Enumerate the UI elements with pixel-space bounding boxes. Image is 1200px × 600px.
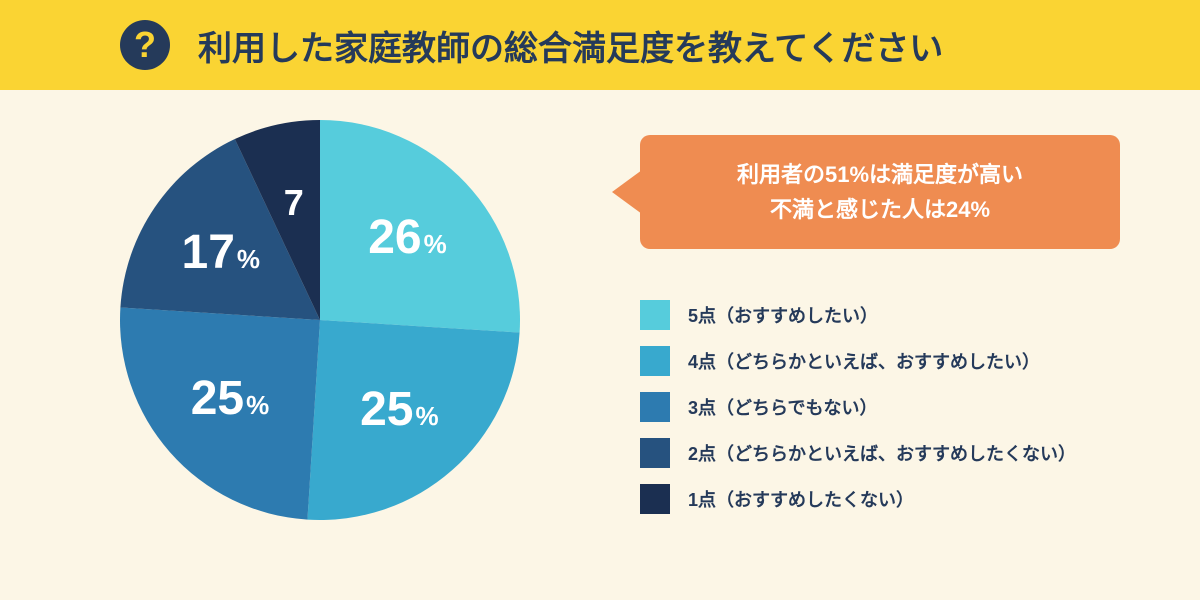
legend-label: 4点（どちらかといえば、おすすめしたい）: [688, 348, 1040, 374]
pie-label-0: 26%: [368, 214, 447, 262]
legend-label: 2点（どちらかといえば、おすすめしたくない）: [688, 440, 1076, 466]
callout-line-1: 利用者の51%は満足度が高い: [664, 157, 1096, 192]
legend-label: 3点（どちらでもない）: [688, 394, 877, 420]
callout-arrow: [612, 170, 642, 214]
legend-swatch: [640, 346, 670, 376]
legend-swatch: [640, 484, 670, 514]
pie-label-2: 25%: [191, 375, 270, 423]
legend-swatch: [640, 300, 670, 330]
callout-box: 利用者の51%は満足度が高い 不満と感じた人は24%: [640, 135, 1120, 249]
legend-row-2: 3点（どちらでもない）: [640, 392, 1076, 422]
header-title: 利用した家庭教師の総合満足度を教えてください: [198, 21, 943, 70]
question-icon: ?: [120, 20, 170, 70]
callout-line-2: 不満と感じた人は24%: [664, 192, 1096, 227]
pie-label-3: 17%: [181, 229, 260, 277]
legend-row-4: 1点（おすすめしたくない）: [640, 484, 1076, 514]
legend-row-1: 4点（どちらかといえば、おすすめしたい）: [640, 346, 1076, 376]
legend-label: 5点（おすすめしたい）: [688, 302, 878, 328]
body-area: 26% 25% 25% 17% 7 利用者の51%は満足度が高い 不満と感じた人は24%…: [0, 90, 1200, 600]
legend: 5点（おすすめしたい） 4点（どちらかといえば、おすすめしたい） 3点（どちらでもな…: [640, 300, 1076, 530]
legend-row-0: 5点（おすすめしたい）: [640, 300, 1076, 330]
legend-label: 1点（おすすめしたくない）: [688, 486, 914, 512]
legend-row-3: 2点（どちらかといえば、おすすめしたくない）: [640, 438, 1076, 468]
legend-swatch: [640, 438, 670, 468]
pie-svg: [120, 120, 520, 520]
pie-label-1: 25%: [360, 386, 439, 434]
pie-chart: 26% 25% 25% 17% 7: [120, 120, 520, 520]
header-bar: ? 利用した家庭教師の総合満足度を教えてください: [0, 0, 1200, 90]
question-mark: ?: [134, 27, 156, 63]
page: ? 利用した家庭教師の総合満足度を教えてください 26% 25% 25% 17% 7 利…: [0, 0, 1200, 600]
legend-swatch: [640, 392, 670, 422]
pie-label-4: 7: [284, 185, 304, 221]
